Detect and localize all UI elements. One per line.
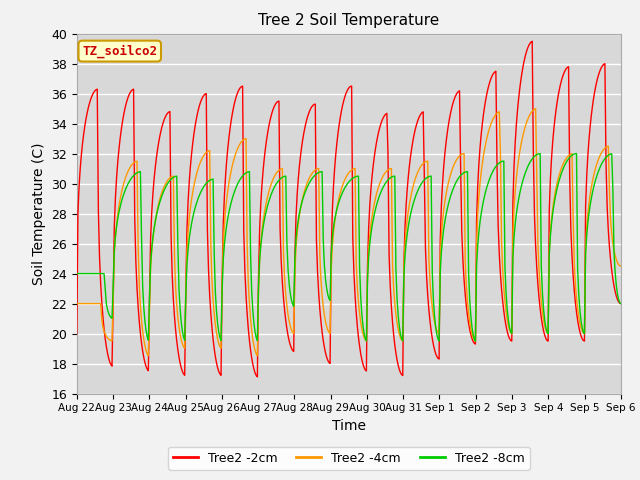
Text: TZ_soilco2: TZ_soilco2 xyxy=(82,44,157,58)
Line: Tree2 -2cm: Tree2 -2cm xyxy=(77,41,621,377)
Tree2 -2cm xyxy=(378,117,386,123)
Line: Tree2 -8cm: Tree2 -8cm xyxy=(77,154,621,341)
Tree2 -8cm xyxy=(573,151,580,156)
Tree2 -2cm xyxy=(617,300,625,306)
Tree2 -2cm xyxy=(253,374,261,380)
Legend: Tree2 -2cm, Tree2 -4cm, Tree2 -8cm: Tree2 -2cm, Tree2 -4cm, Tree2 -8cm xyxy=(168,447,529,469)
Tree2 -2cm xyxy=(569,272,577,278)
Tree2 -4cm xyxy=(474,212,481,217)
Tree2 -4cm xyxy=(378,175,386,180)
Tree2 -2cm xyxy=(474,183,481,189)
Tree2 -2cm xyxy=(303,115,311,120)
Tree2 -2cm xyxy=(73,331,81,336)
Tree2 -2cm xyxy=(404,172,412,178)
Tree2 -8cm xyxy=(378,189,385,194)
Tree2 -8cm xyxy=(568,153,576,158)
X-axis label: Time: Time xyxy=(332,419,366,433)
Tree2 -2cm xyxy=(529,38,536,44)
Tree2 -4cm xyxy=(532,106,540,112)
Tree2 -8cm xyxy=(73,271,81,276)
Tree2 -8cm xyxy=(617,300,625,306)
Tree2 -4cm xyxy=(569,212,577,218)
Tree2 -4cm xyxy=(253,353,261,359)
Title: Tree 2 Soil Temperature: Tree 2 Soil Temperature xyxy=(258,13,440,28)
Tree2 -4cm xyxy=(242,136,250,142)
Tree2 -8cm xyxy=(242,170,250,176)
Tree2 -8cm xyxy=(474,243,481,249)
Tree2 -8cm xyxy=(472,338,479,344)
Tree2 -2cm xyxy=(242,293,250,299)
Tree2 -4cm xyxy=(617,263,625,269)
Line: Tree2 -4cm: Tree2 -4cm xyxy=(77,109,621,356)
Y-axis label: Soil Temperature (C): Soil Temperature (C) xyxy=(31,143,45,285)
Tree2 -8cm xyxy=(403,230,411,236)
Tree2 -8cm xyxy=(302,187,310,192)
Tree2 -4cm xyxy=(303,180,311,185)
Tree2 -4cm xyxy=(73,300,81,306)
Tree2 -4cm xyxy=(404,207,412,213)
